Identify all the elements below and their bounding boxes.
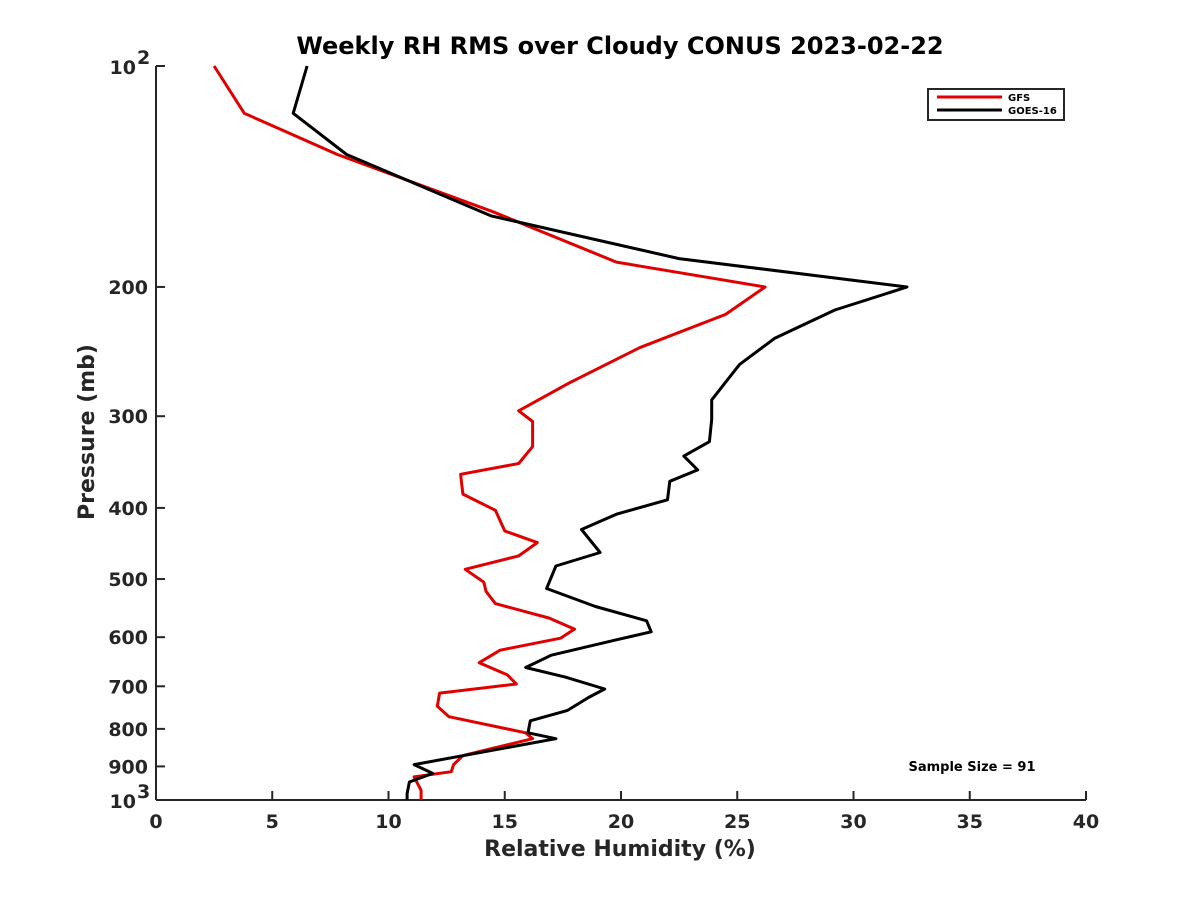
x-tick-label: 40 bbox=[1073, 811, 1099, 833]
x-tick-label: 5 bbox=[266, 811, 279, 833]
y-tick-label: 600 bbox=[108, 627, 148, 649]
y-tick-label: 300 bbox=[108, 406, 148, 428]
chart-title: Weekly RH RMS over Cloudy CONUS 2023-02-… bbox=[296, 32, 943, 60]
sample-size-annotation: Sample Size = 91 bbox=[908, 760, 1035, 775]
x-tick-label: 15 bbox=[492, 811, 518, 833]
legend-label-gfs: GFS bbox=[1008, 93, 1030, 104]
y-tick-label-base: 10 bbox=[110, 57, 136, 79]
x-tick-label: 25 bbox=[724, 811, 750, 833]
series-line-gfs bbox=[212, 65, 767, 800]
y-tick-label: 10 3 bbox=[110, 781, 151, 813]
y-tick-label-exponent: 2 bbox=[137, 47, 150, 69]
x-tick-label: 0 bbox=[149, 811, 162, 833]
y-axis-label: Pressure (mb) bbox=[75, 344, 100, 520]
x-tick-label: 35 bbox=[957, 811, 983, 833]
legend-label-goes-16: GOES-16 bbox=[1008, 106, 1057, 117]
y-tick-label: 10 2 bbox=[110, 47, 151, 79]
x-tick-label: 20 bbox=[608, 811, 634, 833]
legend: GFS GOES-16 bbox=[927, 88, 1065, 121]
x-tick-label: 30 bbox=[840, 811, 866, 833]
x-axis-label: Relative Humidity (%) bbox=[484, 837, 756, 862]
y-tick-label: 800 bbox=[108, 719, 148, 741]
y-tick-label-base: 10 bbox=[110, 791, 136, 813]
y-tick-label: 400 bbox=[108, 498, 148, 520]
y-tick-label: 900 bbox=[108, 756, 148, 778]
y-tick-label-exponent: 3 bbox=[137, 781, 150, 803]
legend-box bbox=[927, 88, 1065, 121]
x-tick-label: 10 bbox=[375, 811, 401, 833]
y-tick-label: 500 bbox=[108, 569, 148, 591]
series-line-goes-16 bbox=[291, 65, 909, 800]
y-tick-label: 700 bbox=[108, 676, 148, 698]
y-tick-label: 200 bbox=[108, 277, 148, 299]
